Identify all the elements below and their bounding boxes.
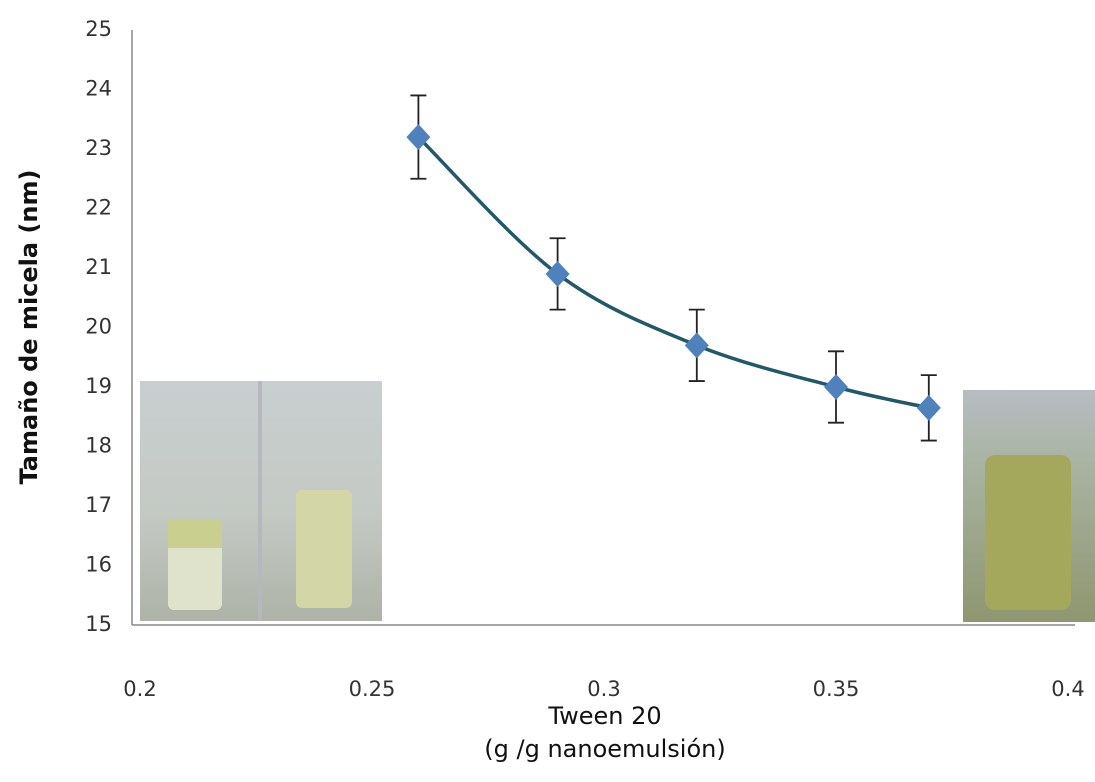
x-axis-title: Tween 20 <box>547 702 661 730</box>
y-tick-label: 15 <box>85 612 112 636</box>
y-tick-label: 18 <box>85 434 112 458</box>
photo-right <box>963 390 1095 622</box>
trend-line <box>417 135 930 410</box>
marker <box>916 394 941 421</box>
y-tick-label: 20 <box>85 315 112 339</box>
marker <box>545 260 570 287</box>
marker <box>684 332 709 359</box>
y-tick-label: 24 <box>85 77 112 101</box>
photo-left <box>140 381 382 621</box>
y-axis-title: Tamaño de micela (nm) <box>15 170 43 485</box>
x-tick-label: 0.2 <box>123 677 156 701</box>
y-tick-label: 23 <box>85 136 112 160</box>
x-tick-label: 0.35 <box>813 677 860 701</box>
y-tick-label: 16 <box>85 553 112 577</box>
marker <box>824 374 848 400</box>
y-tick-label: 25 <box>85 17 112 41</box>
x-tick-label: 0.3 <box>587 677 620 701</box>
x-axis-title: (g /g nanoemulsión) <box>484 735 725 763</box>
y-tick-label: 22 <box>85 196 112 220</box>
y-tick-label: 17 <box>85 493 112 517</box>
marker <box>406 124 431 151</box>
x-tick-label: 0.25 <box>349 677 396 701</box>
y-tick-label: 21 <box>85 255 112 279</box>
y-tick-label: 19 <box>85 374 112 398</box>
x-tick-label: 0.4 <box>1051 677 1084 701</box>
